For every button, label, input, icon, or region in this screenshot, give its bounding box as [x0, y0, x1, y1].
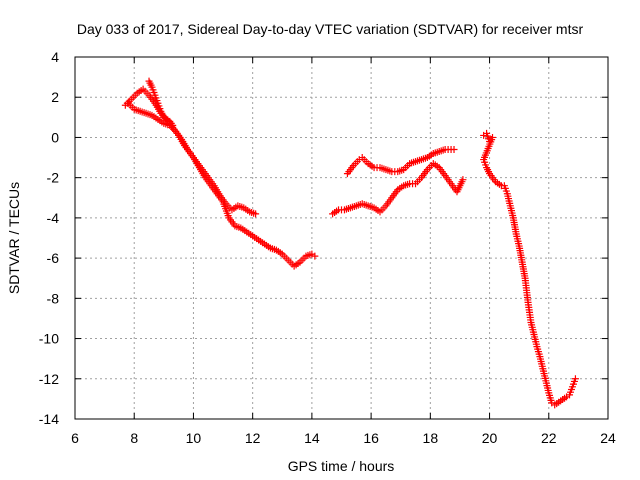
y-tick-label: -2 [47, 170, 60, 186]
x-tick-label: 6 [71, 430, 79, 446]
data-points [121, 77, 579, 409]
x-tick-label: 16 [363, 430, 379, 446]
data-point-marker [252, 210, 260, 218]
x-axis-label: GPS time / hours [288, 458, 395, 474]
y-tick-label: -8 [47, 290, 60, 306]
series-3 [329, 160, 467, 218]
y-tick-label: 0 [51, 129, 59, 145]
y-axis-label: SDTVAR / TECUs [6, 182, 22, 294]
series-5 [480, 129, 579, 409]
data-point-marker [169, 121, 177, 129]
y-tick-label: -4 [47, 210, 60, 226]
x-tick-label: 8 [130, 430, 138, 446]
y-tick-label: -6 [47, 250, 60, 266]
plot-frame [74, 56, 609, 420]
y-tick-label: -14 [39, 411, 59, 427]
data-point-marker [450, 146, 458, 154]
series-4 [343, 146, 458, 178]
x-tick-label: 24 [600, 430, 616, 446]
grid [75, 57, 608, 419]
x-tick-label: 18 [423, 430, 439, 446]
series-1 [124, 99, 319, 270]
x-tick-label: 14 [304, 430, 320, 446]
x-tick-label: 12 [245, 430, 261, 446]
series-2 [145, 77, 177, 129]
x-tick-label: 10 [186, 430, 202, 446]
y-tick-label: -12 [39, 371, 59, 387]
data-point-marker [311, 252, 319, 260]
chart-title: Day 033 of 2017, Sidereal Day-to-day VTE… [77, 21, 584, 37]
data-point-marker [459, 176, 467, 184]
y-tick-label: 4 [51, 49, 59, 65]
y-tick-label: 2 [51, 89, 59, 105]
x-tick-label: 20 [482, 430, 498, 446]
x-tick-label: 22 [541, 430, 557, 446]
y-tick-label: -10 [39, 331, 59, 347]
data-point-marker [571, 375, 579, 383]
